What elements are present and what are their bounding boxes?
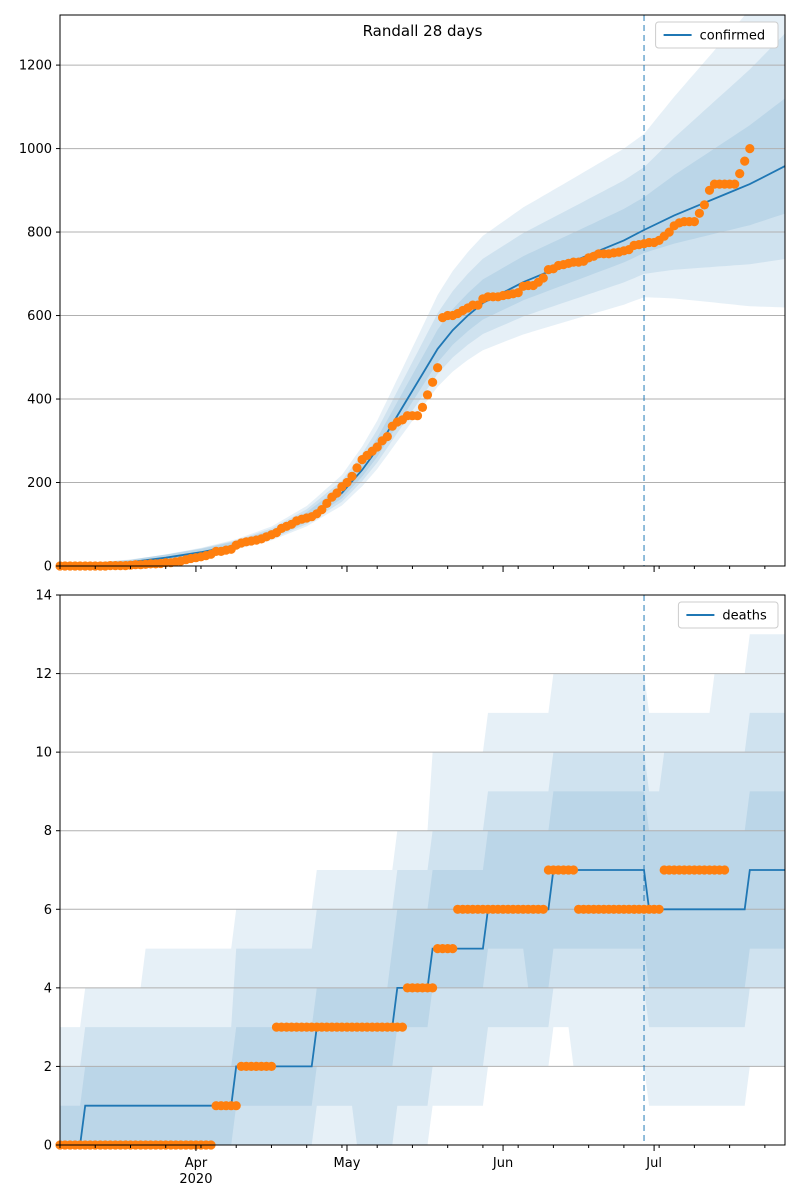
deaths-y-ticks: 0 2 4 6 8 10 12 14 — [35, 589, 60, 1154]
deaths-observed-point — [654, 904, 664, 914]
confirmed-observed-point — [382, 432, 392, 442]
confirmed-y-tick-label: 200 — [27, 476, 52, 491]
confirmed-observed-point — [317, 505, 327, 515]
deaths-x-tick-label: Jul — [645, 1156, 662, 1171]
confirmed-observed-point — [735, 169, 745, 179]
confirmed-observed-point — [433, 363, 443, 373]
deaths-y-tick-label: 14 — [35, 589, 52, 604]
confirmed-observed-point — [694, 208, 705, 218]
deaths-y-tick-label: 6 — [44, 903, 52, 918]
deaths-observed-point — [448, 944, 458, 954]
deaths-observed-point — [397, 1022, 407, 1032]
deaths-x-tick-label: Jun — [492, 1156, 513, 1171]
deaths-observed-point — [266, 1061, 277, 1071]
confirmed-observed-point — [689, 217, 700, 227]
deaths-observed-point — [568, 865, 579, 875]
confirmed-observed-point — [422, 390, 433, 400]
deaths-y-tick-label: 12 — [35, 667, 52, 682]
confirmed-chart-title: Randall 28 days — [363, 22, 483, 40]
deaths-x-tick-label: Apr — [185, 1156, 208, 1171]
deaths-x-tick-label: 2020 — [179, 1172, 212, 1187]
deaths-band-2 — [60, 712, 785, 1145]
confirmed-observed-point — [332, 488, 342, 498]
confirmed-observed-point — [417, 402, 428, 412]
confirmed-observed-point — [322, 498, 332, 508]
confirmed-observed-point — [704, 185, 715, 195]
confirmed-y-tick-label: 1200 — [19, 59, 52, 74]
deaths-legend-box — [677, 601, 779, 629]
confirmed-y-tick-label: 0 — [44, 560, 52, 575]
deaths-band-1 — [60, 634, 785, 1145]
deaths-legend-label: deaths — [722, 609, 767, 624]
confirmed-uncertainty-bands — [60, 15, 785, 567]
confirmed-observed-point — [664, 227, 674, 237]
confirmed-observed-point — [352, 463, 362, 473]
confirmed-observed-point — [473, 300, 483, 310]
deaths-observed-point — [428, 983, 438, 993]
confirmed-observed-point — [342, 477, 352, 488]
confirmed-observed-point — [412, 411, 423, 421]
confirmed-axes-frame — [59, 14, 786, 567]
deaths-observed-point — [231, 1101, 241, 1111]
confirmed-observed-point — [699, 200, 710, 210]
deaths-y-tick-label: 8 — [44, 824, 52, 839]
deaths-y-tick-label: 2 — [44, 1060, 52, 1075]
confirmed-observed-point — [740, 156, 750, 166]
confirmed-legend: confirmed — [655, 21, 779, 49]
deaths-observed-point — [538, 904, 548, 914]
deaths-x-tick-label: May — [334, 1156, 361, 1171]
confirmed-observed-point — [372, 442, 382, 452]
confirmed-legend-label: confirmed — [700, 29, 766, 44]
confirmed-y-tick-label: 800 — [27, 226, 52, 241]
confirmed-observed-point — [347, 471, 357, 481]
confirmed-observed-point — [730, 179, 740, 189]
confirmed-y-ticks: 0 200 400 600 800 1000 1200 — [19, 59, 60, 575]
deaths-y-tick-label: 10 — [35, 746, 52, 761]
confirmed-legend-box — [655, 21, 779, 49]
confirmed-y-tick-label: 1000 — [19, 142, 52, 157]
deaths-y-tick-label: 0 — [44, 1139, 52, 1154]
confirmed-x-ticks — [59, 566, 766, 572]
confirmed-gridlines — [60, 64, 785, 484]
deaths-legend: deaths — [677, 601, 779, 629]
confirmed-observed-point — [745, 144, 755, 154]
confirmed-y-tick-label: 400 — [27, 393, 52, 408]
deaths-uncertainty-bands — [60, 634, 785, 1145]
confirmed-chart: 0 200 400 600 800 1000 1200 Randall 28 days co… — [19, 14, 786, 575]
deaths-y-tick-label: 4 — [44, 981, 52, 996]
confirmed-band-1 — [60, 15, 785, 566]
confirmed-observed-point — [428, 377, 438, 387]
deaths-band-3 — [60, 791, 785, 1145]
confirmed-observed-point — [513, 288, 523, 298]
deaths-model-line — [60, 869, 785, 1146]
confirmed-observed-point — [538, 273, 548, 283]
confirmed-y-tick-label: 600 — [27, 309, 52, 324]
deaths-axes-frame — [59, 594, 786, 1146]
deaths-observed-point — [720, 865, 730, 875]
deaths-observed-points — [55, 865, 730, 1150]
